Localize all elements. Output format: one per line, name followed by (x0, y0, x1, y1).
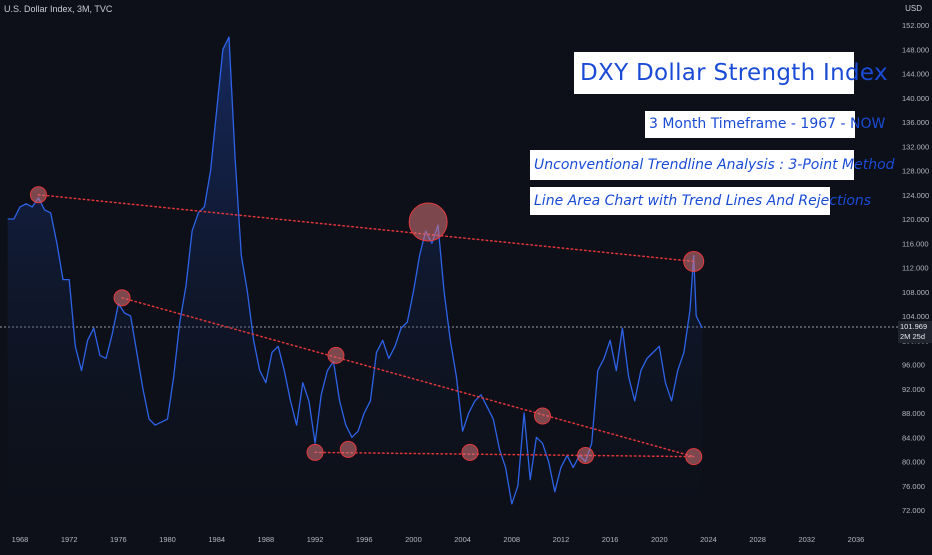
x-tick-label: 2016 (602, 535, 619, 544)
annotation-title[interactable]: DXY Dollar Strength Index (574, 52, 888, 94)
rejection-circle (339, 440, 357, 458)
area-layer (7, 36, 703, 551)
series-line (7, 36, 703, 505)
y-tick-label: 148.000 (902, 45, 929, 54)
x-tick-label: 2028 (749, 535, 766, 544)
x-tick-label: 2000 (405, 535, 422, 544)
y-tick-label: 140.000 (902, 94, 929, 103)
trendline-layer (37, 194, 695, 458)
y-tick-label: 88.000 (902, 409, 925, 418)
x-tick-label: 2032 (798, 535, 815, 544)
y-tick-label: 80.000 (902, 458, 925, 467)
y-tick-label: 120.000 (902, 215, 929, 224)
rejection-circle (577, 446, 595, 464)
rejection-circle (461, 443, 479, 461)
y-tick-label: 128.000 (902, 167, 929, 176)
y-tick-label: 112.000 (902, 264, 929, 273)
x-tick-label: 1992 (307, 535, 324, 544)
x-tick-label: 2020 (651, 535, 668, 544)
rejection-circles (29, 186, 705, 466)
annotation-subtitle[interactable]: 3 Month Timeframe - 1967 - NOW (645, 111, 885, 138)
rejection-circle (113, 289, 131, 307)
x-axis: 1968 1972 1976 1980 1984 1988 1992 1996 2000 2004… (12, 535, 865, 544)
y-tick-label: 76.000 (902, 482, 925, 491)
x-tick-label: 1968 (12, 535, 29, 544)
symbol-label[interactable]: U.S. Dollar Index, 3M, TVC (4, 4, 113, 14)
y-tick-label: 84.000 (902, 433, 925, 442)
x-tick-label: 2004 (454, 535, 471, 544)
rejection-circle (408, 202, 448, 242)
rejection-circle (327, 346, 345, 364)
trendline-1 (37, 194, 695, 263)
current-price-tag[interactable]: 101.969 2M 25d (898, 321, 932, 343)
x-tick-label: 1996 (356, 535, 373, 544)
rejection-circle (29, 186, 47, 204)
rejection-circle (306, 443, 324, 461)
trendline-3 (314, 451, 695, 458)
y-tick-label: 136.000 (902, 118, 929, 127)
rejection-circle (685, 448, 703, 466)
y-tick-label: 92.000 (902, 385, 925, 394)
x-tick-label: 1976 (110, 535, 127, 544)
x-tick-label: 2008 (503, 535, 520, 544)
area-fill (7, 37, 703, 551)
y-axis: 72.000 76.000 80.000 84.000 88.000 92.000 96.0… (902, 21, 929, 515)
y-tick-label: 108.000 (902, 288, 929, 297)
y-tick-label: 152.000 (902, 21, 929, 30)
y-tick-label: 116.000 (902, 239, 929, 248)
x-tick-label: 1984 (208, 535, 225, 544)
x-tick-label: 1972 (61, 535, 78, 544)
annotation-chart-type[interactable]: Line Area Chart with Trend Lines And Rej… (530, 187, 871, 215)
trendline-2 (121, 297, 695, 458)
rejection-circle (683, 250, 705, 272)
x-tick-label: 1988 (258, 535, 275, 544)
y-tick-label: 124.000 (902, 191, 929, 200)
annotation-method[interactable]: Unconventional Trendline Analysis : 3-Po… (530, 150, 895, 180)
rejection-circle (534, 407, 551, 425)
y-tick-label: 96.000 (902, 361, 925, 370)
bar-countdown: 2M 25d (900, 332, 926, 341)
current-price-value: 101.969 (900, 322, 928, 331)
y-tick-label: 104.000 (902, 312, 929, 321)
x-tick-label: 2024 (700, 535, 717, 544)
y-tick-label: 72.000 (902, 506, 925, 515)
x-tick-label: 2036 (848, 535, 865, 544)
x-tick-label: 2012 (553, 535, 570, 544)
x-tick-label: 1980 (159, 535, 176, 544)
y-tick-label: 144.000 (902, 70, 929, 79)
currency-label: USD (905, 4, 922, 13)
y-tick-label: 132.000 (902, 142, 929, 151)
